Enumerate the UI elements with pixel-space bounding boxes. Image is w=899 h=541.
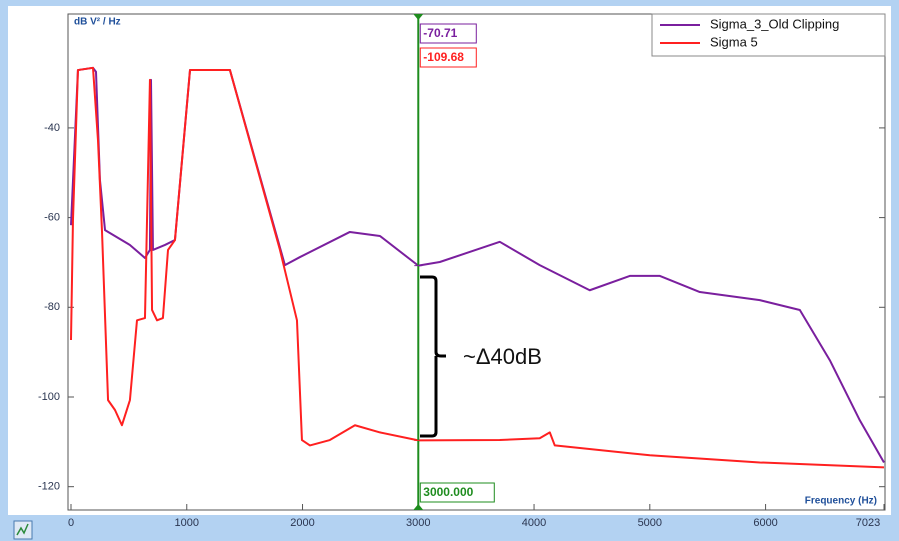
y-tick-label: -80 <box>44 301 60 313</box>
cursor-handle <box>413 504 424 510</box>
delta-brace <box>420 275 446 438</box>
plot-frame <box>67 13 886 511</box>
series-line <box>70 66 885 469</box>
x-tick-label: 0 <box>68 517 74 529</box>
x-tick-label: 7023 <box>856 517 880 529</box>
y-axis-label: dB V² / Hz <box>74 17 121 28</box>
y-tick-label: -40 <box>44 122 60 134</box>
legend-box <box>651 13 886 57</box>
cursor-handle <box>413 14 424 20</box>
x-axis-label: Frequency (Hz) <box>805 496 877 507</box>
cursor-readout: -70.71 <box>423 26 457 40</box>
annotation: ~Δ40dB <box>463 344 542 369</box>
x-tick-label: 6000 <box>753 517 777 529</box>
series-line <box>70 66 885 463</box>
y-tick-label: -100 <box>38 391 60 403</box>
cursor-readout-box <box>419 47 477 68</box>
cursor-x-label: 3000.000 <box>423 485 473 499</box>
x-tick-label: 5000 <box>638 517 662 529</box>
x-tick-label: 2000 <box>290 517 314 529</box>
x-tick-label: 1000 <box>175 517 199 529</box>
x-tick-label: 3000 <box>406 517 430 529</box>
y-tick-label: -60 <box>44 212 60 224</box>
x-tick-label: 4000 <box>522 517 546 529</box>
cursor-readout-box <box>419 23 477 44</box>
brace-shape <box>420 275 446 438</box>
y-tick-label: -120 <box>38 481 60 493</box>
legend-label: Sigma 5 <box>710 34 758 49</box>
toolbar-icon-glyph <box>16 523 29 536</box>
cursor-readout: -109.68 <box>423 50 464 64</box>
legend-label: Sigma_3_Old Clipping <box>710 16 839 31</box>
cursor-x-box <box>419 482 495 503</box>
legend: Sigma_3_Old Clipping Sigma 5 <box>651 13 886 57</box>
